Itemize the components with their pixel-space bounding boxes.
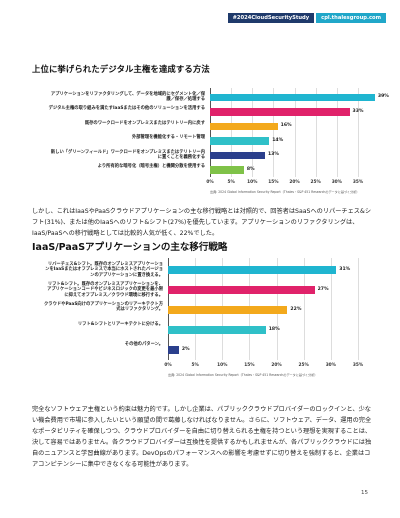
category-label: リフト&シフトとリアーキテクトに分ける。: [77, 321, 163, 327]
category-label: クラウドやPaaS向けのアプリケーションのリアーキテクト方式はリファクタリング。: [44, 301, 164, 313]
header-tags: #2024CloudSecurityStudy cpl.thalesgroup.…: [227, 13, 386, 23]
section-title-migration: IaaS/PaaSアプリケーションの主な移行戦略: [32, 242, 228, 253]
category-label: デジタル主権の取り組みを満たすIaaSまたはその他のソリューションを活用する: [48, 106, 205, 112]
bar: [168, 346, 179, 354]
x-tick-label: 5%: [191, 363, 199, 368]
value-label: 2%: [181, 347, 190, 352]
value-label: 31%: [339, 267, 351, 272]
site-link[interactable]: cpl.thalesgroup.com: [316, 13, 386, 23]
x-tick-label: 10%: [217, 363, 228, 368]
value-label: 39%: [377, 94, 389, 100]
bar: [168, 286, 315, 294]
x-tick-label: 20%: [271, 363, 282, 368]
x-tick-label: 15%: [268, 180, 279, 185]
category-label: より所有的な暗号化（暗号主権）と機関分散を使用する: [97, 164, 205, 170]
paragraph-migration-intro: しかし、これはIaaSやPaaSクラウドアプリケーションの主な移行戦略とは対照的…: [32, 208, 372, 237]
chart-source-note: 出典: 2024 Global Information Security Rep…: [168, 373, 318, 377]
value-label: 16%: [280, 123, 292, 129]
x-tick-label: 35%: [352, 363, 364, 368]
x-tick-label: 30%: [331, 180, 342, 185]
category-label: アプリケーションをリファクタリングして、データを地域的にセグメント化／保護／保存…: [50, 91, 205, 103]
category-label: リフト&シフト。既存のオンプレミスアプリケーションを、アプリケーションコードやビ…: [47, 281, 163, 298]
bar: [210, 93, 375, 101]
bar: [168, 266, 337, 274]
category-label: 既存のワークロードをオンプレミスまたはテリトリー内に戻す: [84, 120, 205, 126]
category-label: リバーチェス&シフト。既存のオンプレミスアプリケーションをIaaSまたはオフプレ…: [45, 261, 163, 278]
sovereignty-methods-chart: アプリケーションをリファクタリングして、データを地域的にセグメント化／保護／保存…: [30, 86, 389, 206]
category-label: その他のパターン。: [124, 341, 163, 347]
section-title-sovereignty: 上位に挙げられたデジタル主権を達成する方法: [32, 64, 210, 74]
x-tick-label: 25%: [298, 363, 309, 368]
value-label: 14%: [272, 137, 284, 143]
category-label: 新しい「グリーンフィールド」ワークロードをオンプレミスまたはテリトリー内に置くこ…: [50, 149, 205, 161]
x-tick-label: 5%: [227, 180, 235, 185]
page-number: 15: [361, 490, 368, 496]
chart-source-note: 出典: 2024 Global Information Security Rep…: [210, 190, 360, 194]
x-tick-label: 35%: [352, 180, 364, 185]
bar: [210, 166, 244, 174]
y-axis-line: [210, 88, 211, 177]
bar: [210, 108, 350, 116]
study-hashtag: #2024CloudSecurityStudy: [227, 13, 315, 23]
x-tick-label: 10%: [247, 180, 258, 185]
x-tick-label: 0%: [164, 363, 172, 368]
bar: [210, 122, 278, 130]
value-label: 18%: [268, 327, 280, 332]
bar: [168, 306, 288, 314]
paragraph-sovereignty-tradeoffs: 完全なソフトウェア主権という約束は魅力的です。しかし企業は、パブリッククラウドプ…: [32, 406, 372, 468]
bar: [210, 137, 270, 145]
migration-strategies-chart: リバーチェス&シフト。既存のオンプレミスアプリケーションをIaaSまたはオフプレ…: [30, 258, 375, 398]
value-label: 33%: [352, 108, 364, 114]
x-tick-label: 30%: [325, 363, 336, 368]
x-tick-label: 0%: [206, 180, 214, 185]
value-label: 22%: [290, 307, 302, 312]
bar: [168, 326, 266, 334]
value-label: 8%: [246, 166, 255, 172]
x-tick-label: 25%: [310, 180, 321, 185]
bar: [210, 151, 265, 159]
value-label: 13%: [267, 152, 279, 158]
x-tick-label: 20%: [289, 180, 300, 185]
value-label: 27%: [317, 287, 329, 292]
category-label: 外部管理を機能化する・リモート管理: [131, 135, 205, 141]
x-tick-label: 15%: [244, 363, 255, 368]
